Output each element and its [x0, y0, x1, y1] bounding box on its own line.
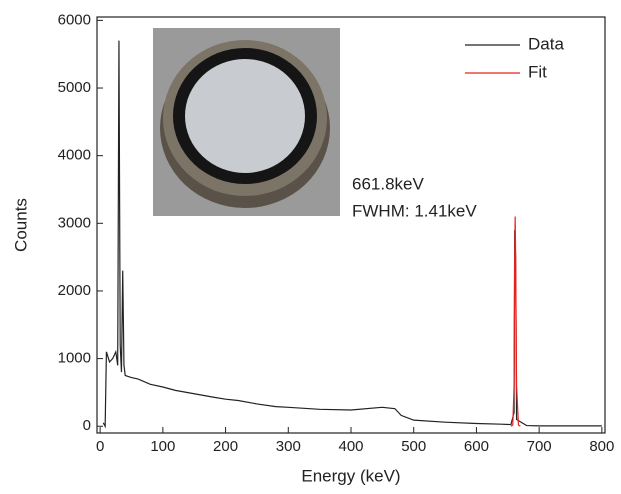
x-tick-label: 100 [150, 438, 175, 455]
legend-label: Fit [528, 62, 547, 81]
y-tick-label: 1000 [58, 350, 91, 367]
y-tick-label: 4000 [58, 147, 91, 164]
x-tick-label: 600 [464, 438, 489, 455]
annotation: FWHM: 1.41keV [352, 201, 477, 220]
legend-label: Data [528, 34, 564, 53]
x-tick-label: 800 [589, 438, 614, 455]
x-tick-label: 400 [338, 438, 363, 455]
x-tick-label: 300 [276, 438, 301, 455]
y-axis-label: Counts [11, 198, 30, 252]
x-axis-label: Energy (keV) [301, 466, 400, 485]
inset-photo [153, 28, 340, 216]
data-line [510, 216, 521, 427]
y-tick-label: 0 [83, 417, 91, 434]
y-tick-label: 6000 [58, 11, 91, 28]
y-tick-label: 2000 [58, 282, 91, 299]
data-line [102, 40, 602, 429]
y-tick-label: 3000 [58, 214, 91, 231]
x-tick-label: 200 [213, 438, 238, 455]
x-tick-label: 500 [401, 438, 426, 455]
x-tick-label: 0 [96, 438, 104, 455]
y-tick-label: 5000 [58, 79, 91, 96]
annotation: 661.8keV [352, 174, 424, 193]
x-tick-label: 700 [527, 438, 552, 455]
